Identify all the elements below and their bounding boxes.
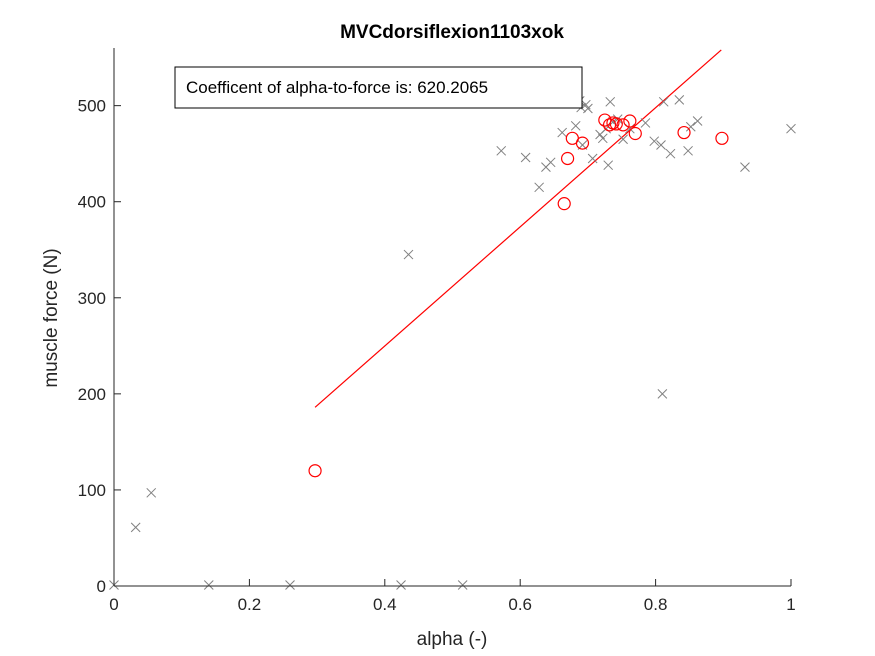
cross-marker: [649, 136, 660, 147]
cross-stroke: [587, 153, 598, 164]
cross-stroke: [685, 121, 696, 132]
x-tick-label: 0.2: [238, 595, 262, 614]
cross-marker: [658, 96, 669, 107]
cross-marker: [657, 389, 668, 399]
plot-area: Coefficent of alpha-to-force is: 620.206…: [78, 48, 796, 614]
annotation-box: [174, 66, 583, 109]
cross-stroke: [583, 103, 593, 114]
cross-marker: [457, 580, 468, 590]
cross-stroke: [618, 134, 628, 145]
circle-marker: [602, 118, 617, 132]
cross-stroke: [581, 99, 591, 110]
cross-stroke: [740, 162, 750, 172]
cross-marker: [674, 95, 685, 105]
cross-marker: [520, 152, 531, 163]
cross-stroke: [457, 580, 468, 590]
cross-marker: [146, 487, 157, 498]
cross-marker: [587, 153, 598, 164]
cross-stroke: [658, 96, 669, 107]
cross-marker: [130, 522, 141, 533]
cross-marker: [403, 249, 414, 260]
cross-stroke: [545, 157, 556, 168]
cross-marker: [618, 134, 628, 145]
cross-marker: [496, 145, 507, 156]
cross-stroke: [674, 95, 685, 105]
cross-marker: [692, 116, 703, 126]
cross-stroke: [557, 127, 568, 138]
annotation-text: Coefficent of alpha-to-force is: 620.206…: [186, 78, 488, 97]
cross-stroke: [396, 580, 406, 590]
cross-marker: [685, 121, 696, 132]
cross-marker: [665, 148, 676, 159]
x-tick-label: 1: [786, 595, 795, 614]
cross-stroke: [203, 580, 214, 590]
cross-stroke: [665, 148, 676, 159]
cross-marker: [597, 133, 608, 144]
cross-stroke: [657, 389, 668, 399]
cross-stroke: [403, 249, 414, 260]
cross-stroke: [534, 182, 545, 193]
cross-marker: [285, 580, 295, 590]
marks-layer: [109, 49, 796, 590]
x-tick-label: 0.6: [508, 595, 532, 614]
cross-marker: [557, 127, 568, 138]
circle-marker: [557, 197, 571, 211]
cross-stroke: [683, 145, 693, 156]
circle-marker: [308, 464, 322, 478]
cross-marker: [640, 118, 651, 128]
fit-line: [314, 49, 722, 408]
cross-stroke: [640, 118, 651, 128]
cross-stroke: [496, 145, 507, 156]
cross-stroke: [786, 123, 796, 134]
circle-marker: [598, 113, 612, 127]
x-tick-label: 0.8: [644, 595, 668, 614]
cross-marker: [545, 157, 556, 168]
y-tick-label: 0: [97, 577, 106, 596]
circle-marker: [616, 118, 630, 132]
cross-stroke: [605, 96, 616, 107]
y-tick-label: 500: [78, 97, 106, 116]
circle-marker: [623, 114, 637, 128]
cross-stroke: [649, 136, 660, 147]
cross-marker: [740, 162, 750, 172]
x-tick-label: 0: [109, 595, 118, 614]
cross-stroke: [692, 116, 703, 126]
y-tick-label: 400: [78, 193, 106, 212]
cross-marker: [656, 140, 666, 150]
y-tick-label: 200: [78, 385, 106, 404]
cross-stroke: [520, 152, 531, 163]
cross-marker: [534, 182, 545, 193]
cross-marker: [683, 145, 693, 156]
x-tick-label: 0.4: [373, 595, 397, 614]
circle-marker: [609, 117, 623, 131]
cross-stroke: [656, 140, 666, 150]
cross-stroke: [285, 580, 295, 590]
cross-marker: [396, 580, 406, 590]
circle-marker: [575, 136, 590, 150]
cross-stroke: [570, 120, 581, 131]
circle-marker: [715, 131, 729, 145]
cross-marker: [570, 120, 581, 131]
y-tick-label: 300: [78, 289, 106, 308]
cross-stroke: [597, 133, 608, 144]
cross-marker: [583, 103, 593, 114]
cross-marker: [203, 580, 214, 590]
cross-marker: [786, 123, 796, 134]
circle-marker: [677, 125, 691, 140]
cross-stroke: [146, 487, 157, 498]
x-axis-label: alpha (-): [417, 629, 488, 650]
cross-stroke: [130, 522, 141, 533]
circle-marker: [628, 126, 642, 141]
chart-title: MVCdorsiflexion1103xok: [340, 22, 564, 43]
y-axis-label: muscle force (N): [41, 248, 62, 387]
y-tick-label: 100: [78, 481, 106, 500]
cross-marker: [605, 96, 616, 107]
circle-marker: [560, 151, 575, 166]
cross-stroke: [603, 160, 614, 171]
axes-layer: 0 0.2 0.4 0.6 0.8 1 0 100 200 300 400 500: [78, 48, 796, 614]
cross-marker: [603, 160, 614, 171]
